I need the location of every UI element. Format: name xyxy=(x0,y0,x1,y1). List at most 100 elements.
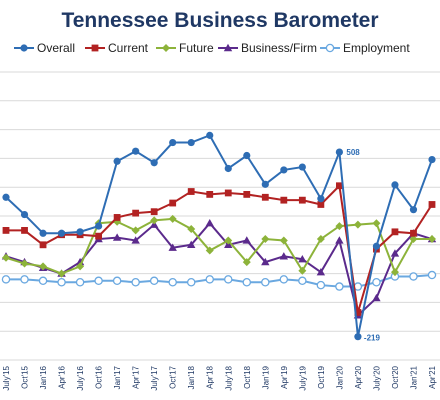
data-point-employment xyxy=(205,275,214,284)
legend-swatch-marker xyxy=(223,43,233,52)
data-point-overall xyxy=(280,166,288,174)
data-point-future xyxy=(20,259,29,268)
data-point-employment xyxy=(94,276,103,286)
data-point-future xyxy=(242,258,251,267)
chart-title: Tennessee Business Barometer xyxy=(61,9,378,32)
x-tick-label: Jan'21 xyxy=(409,365,418,389)
data-point-current xyxy=(113,214,121,221)
legend-item-business-firm: Business/Firm xyxy=(218,41,317,55)
data-point-overall xyxy=(206,131,214,139)
data-point-overall xyxy=(20,210,29,219)
x-tick-label: Apr'20 xyxy=(354,365,363,388)
data-point-future xyxy=(76,262,85,271)
data-point-overall xyxy=(39,229,47,237)
data-point-current xyxy=(2,227,10,234)
data-point-overall xyxy=(391,181,399,189)
data-point-overall xyxy=(2,193,10,201)
data-point-current xyxy=(317,201,325,208)
data-point-business-firm xyxy=(168,243,177,251)
data-point-overall xyxy=(224,164,232,173)
x-tick-label: July'18 xyxy=(224,365,233,390)
data-point-employment xyxy=(149,276,159,286)
x-tick-label: Oct'20 xyxy=(391,365,400,388)
data-point-business-firm xyxy=(279,252,289,260)
data-point-current xyxy=(206,191,214,198)
x-tick-label: Oct'18 xyxy=(243,365,252,388)
data-point-employment xyxy=(112,276,122,286)
data-point-overall xyxy=(187,138,195,147)
legend-item-overall: Overall xyxy=(14,41,75,55)
data-point-overall xyxy=(113,157,121,165)
data-point-future xyxy=(57,269,66,278)
data-point-employment xyxy=(224,275,233,284)
data-point-current xyxy=(243,191,251,198)
data-point-business-firm xyxy=(205,219,214,227)
data-point-business-firm xyxy=(316,267,326,276)
x-tick-label: Apr'16 xyxy=(58,365,67,388)
data-point-overall xyxy=(298,163,306,171)
x-tick-label: July'19 xyxy=(298,365,307,390)
series-line-business-firm xyxy=(5,221,433,318)
data-point-employment xyxy=(298,276,307,286)
data-point-employment xyxy=(168,277,177,287)
data-point-employment xyxy=(186,277,196,287)
data-point-future xyxy=(2,253,10,262)
annotation-min: -219 xyxy=(364,334,381,343)
data-point-current xyxy=(391,228,399,236)
data-point-future xyxy=(168,214,177,223)
data-point-overall xyxy=(76,228,84,236)
data-point-employment xyxy=(38,276,48,286)
data-point-business-firm xyxy=(242,236,251,244)
data-point-employment xyxy=(1,275,11,284)
data-point-future xyxy=(316,235,325,244)
legend: Overall Current Future Business/Firm Employm… xyxy=(14,41,410,55)
x-tick-label: Jan'18 xyxy=(187,365,196,389)
data-point-current xyxy=(169,199,177,207)
x-tick-label: Oct'17 xyxy=(169,365,178,388)
annotations: 508 -219 xyxy=(346,148,380,343)
data-point-business-firm xyxy=(372,293,381,302)
data-point-employment xyxy=(75,277,85,287)
data-point-employment xyxy=(335,282,344,291)
series-line-future xyxy=(5,217,432,275)
data-point-overall xyxy=(317,195,325,203)
x-tick-label: Apr'18 xyxy=(206,365,215,388)
data-point-business-firm xyxy=(335,236,344,244)
data-point-overall xyxy=(169,138,177,147)
data-point-future xyxy=(205,246,214,255)
data-point-future xyxy=(279,236,288,245)
data-point-future xyxy=(353,220,362,229)
series-overall xyxy=(2,131,436,341)
x-tick-label: July'20 xyxy=(372,365,381,390)
data-point-business-firm xyxy=(390,249,400,257)
data-point-future xyxy=(372,219,381,228)
x-tick-label: Apr'21 xyxy=(428,365,437,388)
data-point-future xyxy=(298,266,307,275)
data-point-future xyxy=(39,262,48,271)
data-point-future xyxy=(409,235,418,244)
series-current xyxy=(2,182,436,316)
data-point-employment xyxy=(316,280,326,290)
x-tick-label: Jan'19 xyxy=(261,365,270,389)
data-point-employment xyxy=(242,277,252,287)
x-tick-label: Oct'16 xyxy=(95,365,104,388)
data-point-overall xyxy=(354,333,362,341)
data-point-overall xyxy=(409,206,418,214)
data-point-employment xyxy=(131,277,140,287)
data-point-current xyxy=(21,227,28,234)
data-point-current xyxy=(39,241,47,249)
legend-label: Overall xyxy=(37,41,75,55)
data-point-business-firm xyxy=(187,240,196,248)
data-point-current xyxy=(187,188,195,195)
data-point-current xyxy=(95,232,103,240)
legend-swatch-marker xyxy=(325,43,335,53)
data-point-business-firm xyxy=(298,255,307,263)
series-future xyxy=(2,214,436,278)
data-point-current xyxy=(354,309,362,316)
x-tick-label: Jan'20 xyxy=(335,365,344,389)
data-point-overall xyxy=(57,229,66,237)
data-point-future xyxy=(261,235,270,244)
data-point-future xyxy=(390,268,399,277)
x-tick-label: Oct'19 xyxy=(317,365,326,388)
